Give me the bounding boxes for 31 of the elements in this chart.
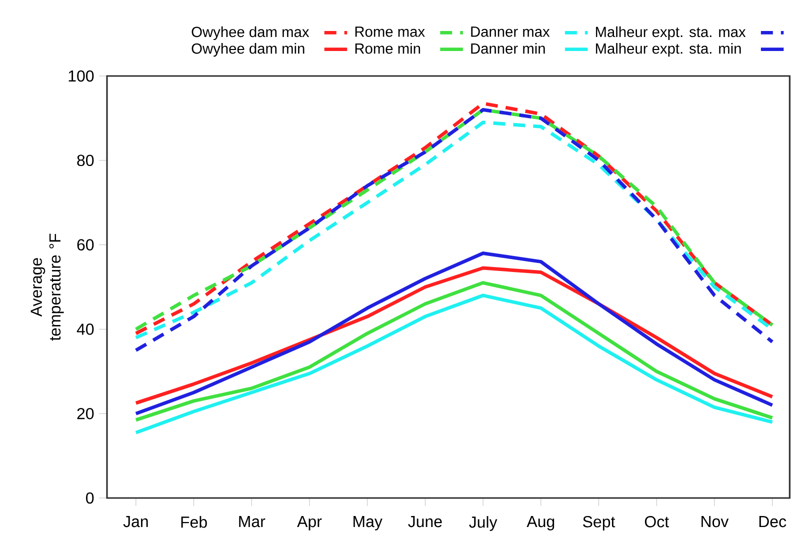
legend-label: Owyhee dam min (192, 43, 304, 57)
y-tick-label: 100 (68, 70, 94, 82)
x-tick-label: Nov (702, 516, 729, 528)
y-tick-label: 0 (86, 492, 94, 504)
legend-label: Rome max (355, 26, 425, 37)
x-tick-label: Feb (181, 516, 207, 528)
y-tick-label: 20 (77, 408, 94, 420)
legend-label: Malheur expt. sta. min (596, 43, 741, 57)
line-series (134, 266, 774, 405)
x-tick-label: Apr (297, 516, 322, 530)
x-tick-label: Mar (239, 516, 266, 528)
legend-label: Owyhee dam max (192, 26, 310, 40)
legend-label: Danner min (471, 43, 545, 54)
x-tick-label: May (354, 516, 382, 530)
legend-label: Malheur expt. sta. max (596, 26, 746, 40)
line-series (134, 252, 774, 416)
x-tick-label: June (408, 516, 442, 528)
x-tick-label: Dec (759, 516, 786, 528)
line-series (134, 294, 774, 434)
line-series (134, 281, 774, 422)
y-tick-label: 40 (76, 324, 94, 335)
y-tick-label: 80 (77, 154, 94, 166)
x-tick-label: Sept (583, 516, 616, 531)
x-tick-label: July (469, 516, 498, 531)
legend-label: Danner max (471, 26, 550, 37)
x-tick-label: Jan (123, 516, 148, 528)
y-axis-title: Average temperature °F (30, 234, 64, 341)
x-tick-label: Oct (644, 516, 669, 528)
legend-label: Rome min (355, 43, 420, 54)
x-tick-label: Aug (526, 516, 554, 530)
y-tick-label: 60 (77, 239, 94, 250)
